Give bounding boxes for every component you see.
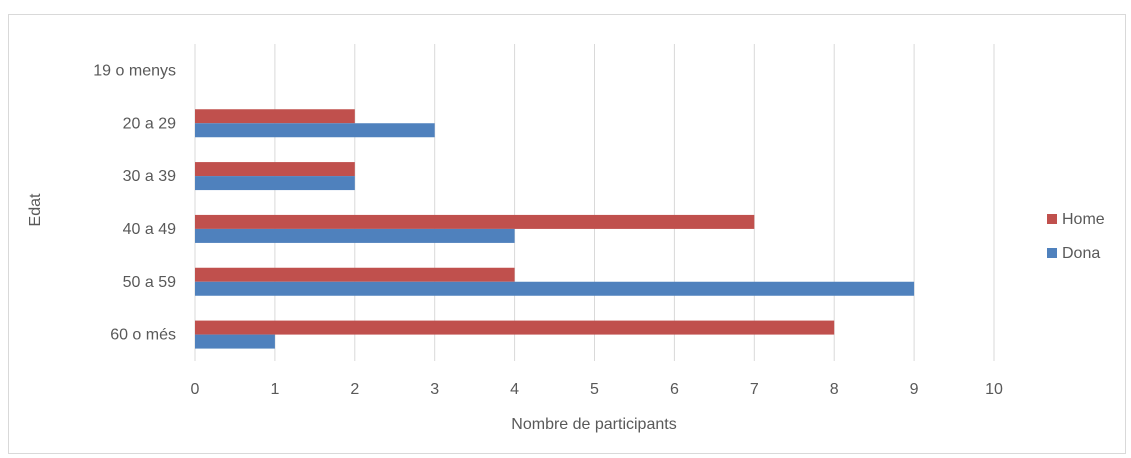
x-tick-label: 0	[191, 381, 200, 398]
y-category-label: 60 o més	[110, 327, 176, 344]
y-category-label: 30 a 39	[123, 168, 176, 185]
x-tick-label: 10	[985, 381, 1003, 398]
bar-dona-1	[195, 123, 435, 138]
x-tick-label: 9	[910, 381, 919, 398]
legend-swatch-home	[1047, 214, 1057, 224]
chart-frame	[8, 14, 1126, 454]
bar-home-3	[195, 214, 755, 229]
y-category-labels: 19 o menys 20 a 29 30 a 39 40 a 49 50 a 59 60…	[93, 62, 176, 343]
x-tick-label: 6	[670, 381, 679, 398]
x-tick-label: 4	[510, 381, 519, 398]
legend-swatch-dona	[1047, 248, 1057, 258]
bar-dona-4	[195, 281, 915, 296]
y-category-label: 20 a 29	[123, 115, 176, 132]
bar-home-5	[195, 320, 835, 335]
bar-home-1	[195, 109, 355, 124]
x-tick-label: 2	[350, 381, 359, 398]
legend: Home Dona	[1047, 211, 1105, 262]
gridlines	[194, 44, 995, 361]
x-tick-label: 3	[430, 381, 439, 398]
x-tick-label: 8	[830, 381, 839, 398]
y-category-label: 50 a 59	[123, 274, 176, 291]
bar-dona-3	[195, 228, 515, 243]
legend-label: Home	[1062, 211, 1105, 228]
y-category-label: 19 o menys	[93, 62, 176, 79]
bar-home-4	[195, 267, 515, 282]
x-tick-label: 1	[270, 381, 279, 398]
y-category-label: 40 a 49	[123, 221, 176, 238]
legend-label: Dona	[1062, 245, 1100, 262]
x-axis-title: Nombre de participants	[511, 416, 676, 433]
x-tick-label: 7	[750, 381, 759, 398]
bar-home-2	[195, 162, 355, 177]
bars	[195, 109, 915, 349]
bar-dona-5	[195, 334, 275, 349]
bar-dona-2	[195, 176, 355, 191]
x-tick-labels: 0 1 2 3 4 5 6 7 8 9 10	[191, 381, 1003, 398]
y-axis-title: Edat	[27, 193, 44, 226]
x-tick-label: 5	[590, 381, 599, 398]
